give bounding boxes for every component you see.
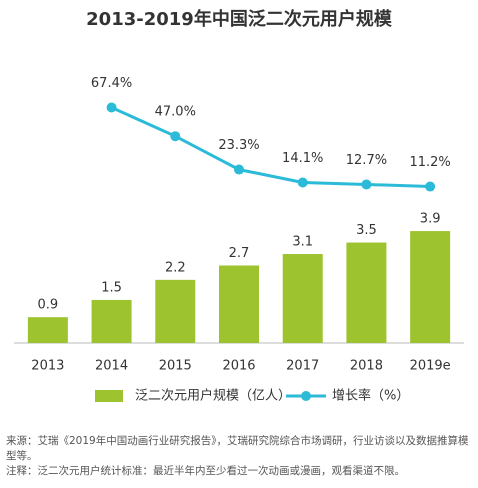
data-label: 2.7 xyxy=(229,246,250,261)
bar xyxy=(27,317,68,343)
line-point xyxy=(425,181,436,192)
data-label: 67.4% xyxy=(91,76,132,91)
x-tick-label: 2014 xyxy=(95,359,128,374)
legend-label: 增长率（%） xyxy=(332,388,409,404)
bar xyxy=(282,254,323,343)
data-label: 2.2 xyxy=(165,260,186,275)
data-label: 12.7% xyxy=(346,153,387,168)
legend-label: 泛二次元用户规模（亿人） xyxy=(135,388,291,404)
line-point xyxy=(234,164,244,175)
data-label: 3.9 xyxy=(420,212,441,227)
x-tick-label: 2018 xyxy=(350,359,383,374)
data-label: 47.0% xyxy=(155,105,196,120)
data-label: 11.2% xyxy=(409,155,450,170)
line-point xyxy=(297,177,308,188)
bar xyxy=(410,231,451,343)
x-tick-label: 2019e xyxy=(410,359,451,374)
source: 来源：艾瑞《2019年中国动画行业研究报告》，艾瑞研究院综合市场调研，行业访谈以… xyxy=(6,435,469,462)
line-point xyxy=(170,131,181,142)
bar xyxy=(346,242,387,343)
notes: 来源：艾瑞《2019年中国动画行业研究报告》，艾瑞研究院综合市场调研，行业访谈以… xyxy=(6,434,472,479)
chart-title: 2013-2019年中国泛二次元用户规模 xyxy=(86,8,393,30)
bar xyxy=(91,299,132,343)
x-tick-label: 2015 xyxy=(159,359,192,374)
line-point xyxy=(361,179,372,190)
chart: 2013-2019年中国泛二次元用户规模 2013 2014 2015 2016 201… xyxy=(14,8,464,404)
legend-swatch xyxy=(95,390,123,402)
data-label: 23.3% xyxy=(218,138,259,153)
data-label: 14.1% xyxy=(282,151,323,166)
x-tick-label: 2017 xyxy=(286,359,319,374)
line-point xyxy=(106,102,117,113)
data-label: 1.5 xyxy=(101,280,122,295)
x-tick-label: 2013 xyxy=(31,359,64,374)
line xyxy=(110,106,431,189)
bar xyxy=(155,279,196,343)
x-tick-label: 2016 xyxy=(222,359,255,374)
legend-swatch xyxy=(301,391,311,401)
data-label: 3.1 xyxy=(292,235,313,250)
bar xyxy=(219,265,259,343)
data-label: 0.9 xyxy=(38,298,59,313)
data-label: 3.5 xyxy=(356,223,377,238)
note: 注释：泛二次元用户统计标准：最近半年内至少看过一次动画或漫画，观看渠道不限。 xyxy=(6,465,405,477)
